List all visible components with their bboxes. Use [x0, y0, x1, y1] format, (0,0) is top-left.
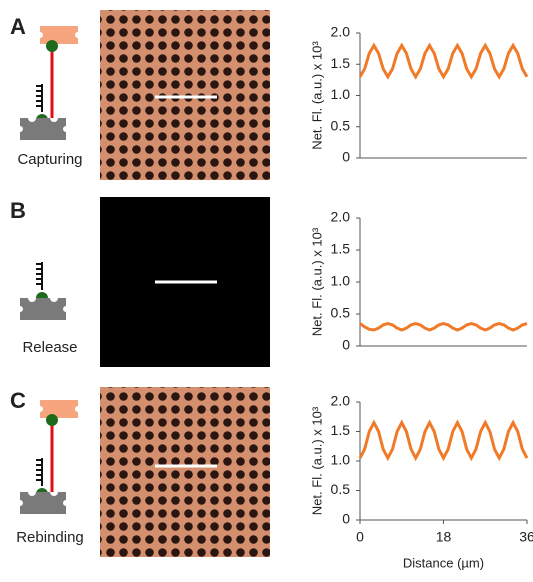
y-tick-label: 1.5 — [331, 422, 351, 438]
y-tick-label: 1.5 — [331, 241, 351, 257]
diagram-b — [20, 261, 66, 320]
y-tick-label: 1.0 — [331, 273, 351, 289]
micrograph — [100, 10, 270, 180]
x-tick-label: 18 — [436, 529, 452, 545]
panel-letter: A — [10, 14, 26, 39]
panel-letter: C — [10, 388, 26, 413]
y-tick-label: 0 — [342, 511, 350, 527]
y-axis-label: Net. Fl. (a.u.) x 10³ — [309, 406, 324, 515]
x-tick-label: 36 — [519, 529, 533, 545]
y-tick-label: 0.5 — [331, 305, 351, 321]
diagram-a — [20, 26, 78, 140]
x-tick-label: 0 — [356, 529, 364, 545]
y-axis-label: Net. Fl. (a.u.) x 10³ — [309, 227, 324, 336]
x-axis-label: Distance (µm) — [403, 555, 484, 570]
line — [358, 419, 529, 462]
y-tick-label: 1.0 — [331, 86, 351, 102]
line — [359, 322, 528, 332]
y-tick-label: 0 — [342, 149, 350, 165]
line — [358, 42, 529, 80]
micrograph — [100, 387, 270, 557]
y-tick-label: 1.0 — [331, 452, 351, 468]
y-tick-label: 2.0 — [331, 24, 351, 40]
y-tick-label: 1.5 — [331, 55, 351, 71]
diagram-c — [20, 400, 78, 514]
y-tick-label: 0.5 — [331, 481, 351, 497]
y-tick-label: 0 — [342, 337, 350, 353]
y-tick-label: 2.0 — [331, 209, 351, 225]
panel-label: Capturing — [17, 151, 82, 168]
y-axis-label: Net. Fl. (a.u.) x 10³ — [309, 41, 324, 150]
panel-letter: B — [10, 198, 26, 223]
y-tick-label: 0.5 — [331, 117, 351, 133]
panel-label: Rebinding — [16, 529, 84, 546]
y-tick-label: 2.0 — [331, 393, 351, 409]
panel-label: Release — [22, 339, 77, 356]
